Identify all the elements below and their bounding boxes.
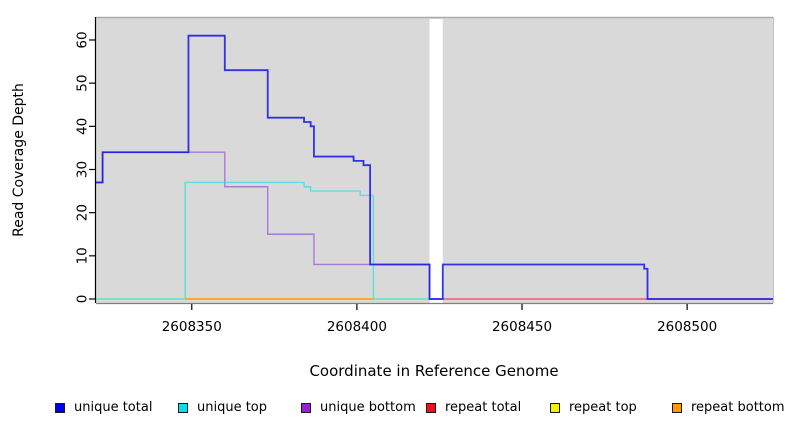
legend-item-unique-total: unique total xyxy=(55,401,152,415)
x-tick-label: 2608350 xyxy=(162,319,222,335)
legend-label: unique bottom xyxy=(320,400,416,415)
x-tick-label: 2608450 xyxy=(492,319,552,335)
y-tick-label: 0 xyxy=(75,295,91,304)
x-axis-title: Coordinate in Reference Genome xyxy=(309,362,559,380)
legend-label: repeat top xyxy=(569,400,637,415)
legend-item-repeat-bottom: repeat bottom xyxy=(672,401,785,415)
legend-item-unique-bottom: unique bottom xyxy=(301,401,416,415)
legend-label: unique total xyxy=(74,400,153,415)
legend-swatch-icon xyxy=(550,403,560,413)
series-line-unique-top xyxy=(96,181,430,300)
legend-item-unique-top: unique top xyxy=(178,401,267,415)
y-tick-label: 10 xyxy=(75,247,91,264)
legend-swatch-icon xyxy=(426,403,436,413)
x-tick-label: 2608500 xyxy=(657,319,717,335)
y-axis-title: Read Coverage Depth xyxy=(11,83,27,237)
legend-label: unique top xyxy=(197,400,268,415)
legend-swatch-icon xyxy=(301,403,311,413)
y-tick-label: 50 xyxy=(75,75,91,92)
y-tick-label: 40 xyxy=(75,118,91,135)
legend-swatch-icon xyxy=(55,403,65,413)
x-tick-label: 2608400 xyxy=(327,319,387,335)
no-data-gap-band xyxy=(429,19,443,303)
legend-label: repeat bottom xyxy=(691,400,785,415)
legend-swatch-icon xyxy=(178,403,188,413)
legend-item-repeat-total: repeat total xyxy=(426,401,521,415)
series-line-unique-total xyxy=(96,34,773,300)
y-tick-label: 60 xyxy=(75,31,91,48)
legend-swatch-icon xyxy=(672,403,682,413)
legend-item-repeat-top: repeat top xyxy=(550,401,637,415)
legend-label: repeat total xyxy=(445,400,522,415)
y-tick-label: 20 xyxy=(75,204,91,221)
y-tick-label: 30 xyxy=(75,161,91,178)
